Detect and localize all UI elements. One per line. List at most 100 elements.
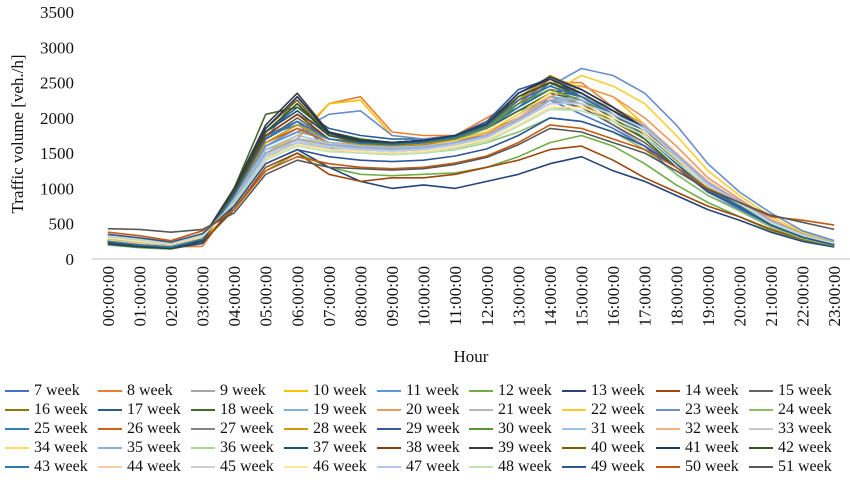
y-tick-label: 0 [66, 250, 75, 269]
legend-item: 7 week [5, 381, 80, 400]
legend-swatch [98, 446, 122, 449]
legend-swatch [469, 389, 493, 392]
legend-swatch [5, 446, 29, 449]
x-tick-label: 01:00:00 [130, 266, 149, 326]
legend-label: 21 week [498, 400, 552, 418]
x-tick-label: 15:00:00 [573, 266, 592, 326]
legend-label: 33 week [778, 419, 832, 437]
legend-label: 28 week [313, 419, 367, 437]
legend-item: 17 week [98, 400, 181, 419]
legend-item: 8 week [98, 381, 173, 400]
legend-item: 39 week [469, 438, 552, 457]
legend-swatch [284, 446, 308, 449]
legend-swatch [284, 465, 308, 468]
legend-label: 46 week [313, 457, 367, 475]
legend-swatch [749, 465, 773, 468]
chart-legend: 7 week 8 week 9 week 10 week 11 week 12 week 1… [0, 378, 850, 492]
series-line-32-week [107, 99, 835, 247]
legend-swatch [191, 408, 215, 411]
x-tick-label: 05:00:00 [257, 266, 276, 326]
legend-item: 40 week [562, 438, 645, 457]
legend-swatch [191, 465, 215, 468]
legend-item: 23 week [656, 400, 739, 419]
legend-swatch [191, 389, 215, 392]
x-axis-title: Hour [454, 347, 489, 366]
legend-label: 43 week [34, 457, 88, 475]
legend-item: 15 week [749, 381, 832, 400]
series-line-51-week [107, 127, 835, 233]
x-tick-label: 22:00:00 [794, 266, 813, 326]
legend-item: 11 week [377, 381, 459, 400]
legend-label: 13 week [591, 381, 645, 399]
series-line-35-week [107, 99, 835, 246]
legend-label: 11 week [406, 381, 460, 399]
legend-label: 29 week [406, 419, 460, 437]
legend-swatch [377, 408, 401, 411]
x-tick-label: 21:00:00 [762, 266, 781, 326]
legend-label: 47 week [406, 457, 460, 475]
legend-label: 18 week [220, 400, 274, 418]
x-tick-label: 13:00:00 [509, 266, 528, 326]
legend-swatch [749, 389, 773, 392]
legend-item: 16 week [5, 400, 88, 419]
x-tick-label: 10:00:00 [415, 266, 434, 326]
legend-label: 27 week [220, 419, 274, 437]
legend-swatch [656, 465, 680, 468]
legend-swatch [377, 389, 401, 392]
legend-item: 21 week [469, 400, 552, 419]
legend-label: 38 week [406, 438, 460, 456]
legend-item: 43 week [5, 457, 88, 476]
x-tick-label: 17:00:00 [636, 266, 655, 326]
legend-item: 28 week [284, 419, 367, 438]
legend-swatch [656, 427, 680, 430]
x-tick-label: 08:00:00 [351, 266, 370, 326]
legend-label: 12 week [498, 381, 552, 399]
x-tick-label: 03:00:00 [194, 266, 213, 326]
legend-swatch [5, 408, 29, 411]
legend-label: 14 week [685, 381, 739, 399]
series-line-50-week [107, 124, 835, 242]
y-tick-label: 1000 [40, 179, 74, 198]
series-line-48-week [107, 108, 835, 245]
legend-item: 26 week [98, 419, 181, 438]
legend-label: 22 week [591, 400, 645, 418]
legend-item: 25 week [5, 419, 88, 438]
series-lines [107, 67, 835, 250]
y-tick-label: 3500 [40, 3, 74, 22]
legend-label: 41 week [685, 438, 739, 456]
x-tick-label: 23:00:00 [825, 266, 844, 326]
legend-swatch [284, 389, 308, 392]
legend-label: 37 week [313, 438, 367, 456]
x-axis-ticks: 00:00:00 01:00:00 02:00:00 03:00:00 04:00:00… [99, 266, 844, 326]
legend-item: 47 week [377, 457, 460, 476]
legend-swatch [377, 446, 401, 449]
legend-item: 36 week [191, 438, 274, 457]
legend-item: 24 week [749, 400, 832, 419]
legend-swatch [469, 446, 493, 449]
legend-item: 29 week [377, 419, 460, 438]
legend-swatch [749, 446, 773, 449]
legend-label: 50 week [685, 457, 739, 475]
legend-swatch [562, 465, 586, 468]
x-tick-label: 12:00:00 [478, 266, 497, 326]
legend-label: 40 week [591, 438, 645, 456]
legend-item: 49 week [562, 457, 645, 476]
legend-label: 15 week [778, 381, 832, 399]
x-tick-label: 14:00:00 [541, 266, 560, 326]
x-tick-label: 06:00:00 [288, 266, 307, 326]
legend-swatch [562, 427, 586, 430]
legend-swatch [469, 408, 493, 411]
legend-item: 41 week [656, 438, 739, 457]
series-line-33-week [107, 102, 835, 246]
legend-swatch [191, 427, 215, 430]
legend-swatch [469, 427, 493, 430]
y-axis-title: Traffic volume [veh./h] [8, 54, 27, 213]
legend-label: 39 week [498, 438, 552, 456]
legend-swatch [98, 389, 122, 392]
legend-item: 44 week [98, 457, 181, 476]
y-tick-label: 3000 [40, 38, 74, 57]
x-tick-label: 11:00:00 [446, 266, 465, 326]
legend-swatch [5, 465, 29, 468]
legend-item: 32 week [656, 419, 739, 438]
legend-swatch [749, 408, 773, 411]
